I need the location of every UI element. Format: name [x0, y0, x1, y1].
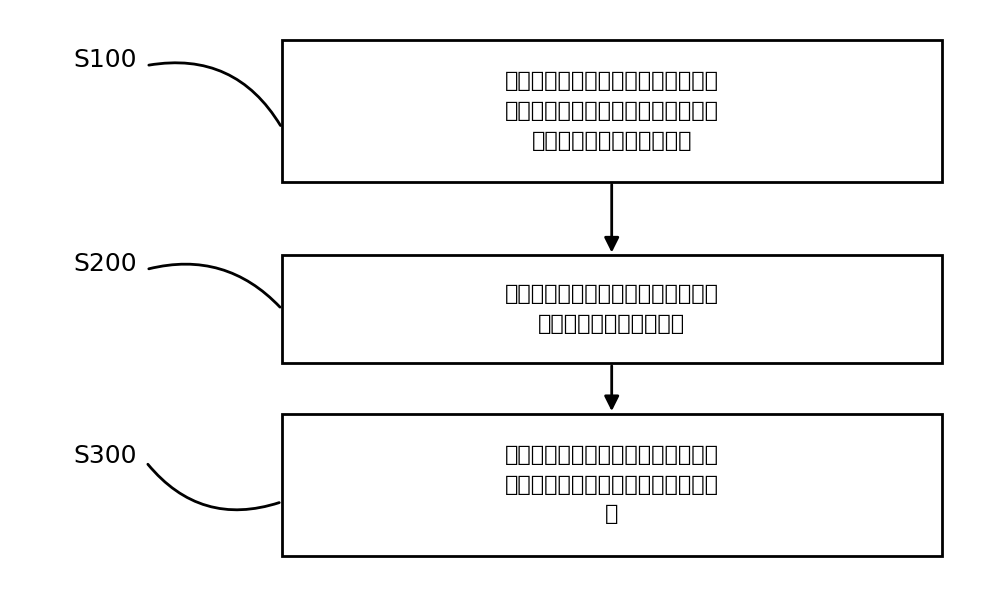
Bar	[282, 40, 942, 182]
Text: 采用二维离散卷积方法计算各层棱柱
体组合模型磁场梯度张量: 采用二维离散卷积方法计算各层棱柱 体组合模型磁场梯度张量	[505, 284, 719, 334]
FancyArrowPatch shape	[149, 264, 280, 307]
Bar	[282, 255, 942, 363]
Text: S200: S200	[73, 252, 137, 276]
Text: 累加各层棱柱体组合模型磁场梯度张
量得到组合棱柱体模型的磁场梯度张
量: 累加各层棱柱体组合模型磁场梯度张 量得到组合棱柱体模型的磁场梯度张 量	[505, 445, 719, 525]
Text: S100: S100	[73, 48, 137, 72]
FancyArrowPatch shape	[148, 464, 279, 510]
Bar	[282, 414, 942, 556]
Text: 计算目标区域的磁化强度，按棱柱体
剖分目标区域，并对各棱柱体设置磁
化率值得到组合棱柱体模型: 计算目标区域的磁化强度，按棱柱体 剖分目标区域，并对各棱柱体设置磁 化率值得到组…	[505, 71, 719, 150]
FancyArrowPatch shape	[149, 63, 280, 126]
Text: S300: S300	[73, 444, 137, 468]
